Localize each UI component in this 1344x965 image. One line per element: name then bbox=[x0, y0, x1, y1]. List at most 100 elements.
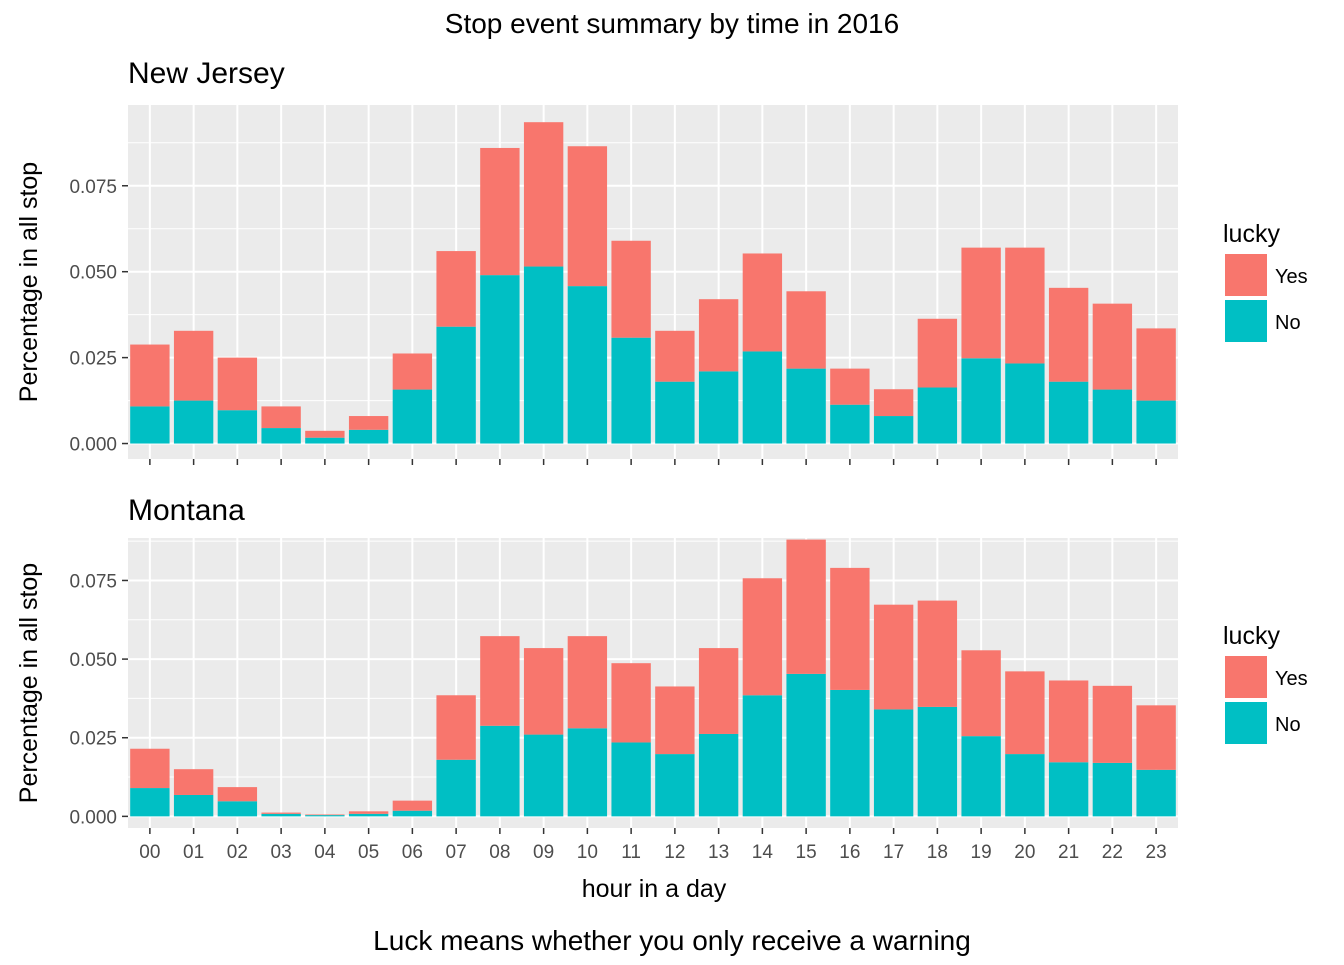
bar-yes-10 bbox=[567, 146, 608, 287]
bar-no-18 bbox=[917, 706, 958, 817]
legend-key-no bbox=[1225, 300, 1267, 342]
bar-no-07 bbox=[436, 326, 476, 444]
bar-yes-04 bbox=[305, 814, 345, 816]
bar-no-06 bbox=[392, 389, 433, 444]
bar-yes-09 bbox=[523, 122, 564, 267]
legend-label-no: No bbox=[1275, 714, 1301, 736]
x-tick-label: 21 bbox=[1058, 842, 1079, 863]
bar-yes-10 bbox=[567, 636, 608, 729]
bar-no-19 bbox=[961, 736, 1001, 817]
bar-yes-20 bbox=[1005, 247, 1045, 364]
bar-no-23 bbox=[1136, 769, 1176, 817]
y-tick-label: 0.025 bbox=[69, 729, 117, 750]
bar-yes-01 bbox=[173, 330, 214, 401]
x-tick-label: 09 bbox=[533, 842, 554, 863]
bar-no-04 bbox=[305, 437, 345, 444]
legend-1: lucky Yes No bbox=[1223, 622, 1308, 744]
bar-yes-01 bbox=[173, 769, 214, 795]
x-tick-label: 02 bbox=[227, 842, 248, 863]
bar-yes-12 bbox=[655, 686, 695, 755]
bar-no-18 bbox=[917, 387, 958, 444]
bar-yes-18 bbox=[917, 318, 958, 388]
x-tick-label: 15 bbox=[796, 842, 817, 863]
x-tick-label: 16 bbox=[839, 842, 860, 863]
bar-yes-16 bbox=[830, 567, 870, 690]
y-tick-label: 0.075 bbox=[69, 571, 117, 592]
bar-yes-08 bbox=[480, 147, 520, 276]
bar-yes-08 bbox=[480, 636, 520, 726]
x-tick-label: 03 bbox=[271, 842, 292, 863]
x-tick-label: 04 bbox=[314, 842, 336, 863]
panel-background bbox=[128, 105, 1178, 459]
bar-yes-18 bbox=[917, 600, 958, 707]
x-tick-label: 20 bbox=[1014, 842, 1035, 863]
legends: lucky Yes No lucky Yes No bbox=[1223, 220, 1308, 744]
bar-no-10 bbox=[567, 728, 608, 817]
bar-yes-03 bbox=[261, 406, 301, 429]
y-tick-label: 0.075 bbox=[69, 177, 117, 198]
bar-no-04 bbox=[305, 815, 345, 817]
x-tick-label: 12 bbox=[664, 842, 685, 863]
bar-yes-15 bbox=[786, 291, 826, 369]
legend-label-no: No bbox=[1275, 312, 1301, 334]
bar-no-07 bbox=[436, 759, 476, 817]
bar-yes-13 bbox=[698, 648, 739, 734]
bar-no-08 bbox=[480, 725, 520, 817]
bar-no-00 bbox=[130, 406, 170, 444]
x-axis-title: hour in a day bbox=[582, 875, 727, 903]
bar-no-00 bbox=[130, 788, 170, 817]
y-tick-label: 0.050 bbox=[69, 263, 117, 284]
bar-no-09 bbox=[523, 266, 564, 444]
bar-yes-06 bbox=[392, 353, 433, 390]
x-tick-label: 14 bbox=[752, 842, 774, 863]
y-tick-label: 0.000 bbox=[69, 807, 117, 828]
bar-yes-06 bbox=[392, 800, 433, 811]
x-tick-label: 10 bbox=[577, 842, 598, 863]
bar-no-12 bbox=[655, 754, 695, 817]
bar-no-23 bbox=[1136, 400, 1176, 444]
y-tick-label: 0.050 bbox=[69, 650, 117, 671]
bar-yes-17 bbox=[873, 604, 914, 710]
bar-no-14 bbox=[742, 695, 783, 817]
chart-caption: Luck means whether you only receive a wa… bbox=[373, 925, 971, 956]
bar-yes-22 bbox=[1092, 685, 1133, 763]
bar-no-08 bbox=[480, 275, 520, 444]
bar-no-12 bbox=[655, 381, 695, 444]
bar-yes-00 bbox=[130, 344, 170, 407]
legend-label-yes: Yes bbox=[1275, 668, 1308, 690]
bar-yes-16 bbox=[830, 368, 870, 405]
panel-1: 0.000 0.025 0.050 0.075 Montana Percentage in… bbox=[15, 494, 1178, 834]
bar-yes-07 bbox=[436, 251, 476, 327]
bar-no-22 bbox=[1092, 762, 1133, 817]
y-tick-label: 0.000 bbox=[69, 435, 117, 456]
chart-title: Stop event summary by time in 2016 bbox=[445, 8, 899, 39]
x-tick-label: 08 bbox=[489, 842, 510, 863]
bar-no-17 bbox=[873, 709, 914, 817]
bar-yes-11 bbox=[611, 663, 651, 743]
x-tick-label: 19 bbox=[971, 842, 992, 863]
legend-label-yes: Yes bbox=[1275, 266, 1308, 288]
bar-no-11 bbox=[611, 742, 651, 817]
x-tick-label: 06 bbox=[402, 842, 423, 863]
bar-yes-17 bbox=[873, 389, 914, 417]
bar-yes-02 bbox=[217, 357, 258, 411]
x-tick-label: 22 bbox=[1102, 842, 1123, 863]
bar-no-21 bbox=[1048, 762, 1089, 817]
bar-yes-14 bbox=[742, 253, 783, 352]
legend-title: lucky bbox=[1223, 220, 1280, 248]
legend-key-no bbox=[1225, 702, 1267, 744]
legend-key-yes bbox=[1225, 656, 1267, 698]
bar-yes-07 bbox=[436, 695, 476, 760]
bar-no-03 bbox=[261, 428, 301, 444]
x-tick-label: 23 bbox=[1146, 842, 1167, 863]
bar-no-13 bbox=[698, 371, 739, 444]
bar-yes-15 bbox=[786, 539, 826, 674]
bar-yes-19 bbox=[961, 650, 1001, 737]
bar-yes-23 bbox=[1136, 705, 1176, 770]
bar-yes-14 bbox=[742, 578, 783, 696]
bar-no-16 bbox=[830, 689, 870, 817]
x-tick-label: 18 bbox=[927, 842, 948, 863]
legend-key-yes bbox=[1225, 254, 1267, 296]
bar-no-11 bbox=[611, 337, 651, 444]
x-tick-label: 11 bbox=[621, 842, 641, 863]
